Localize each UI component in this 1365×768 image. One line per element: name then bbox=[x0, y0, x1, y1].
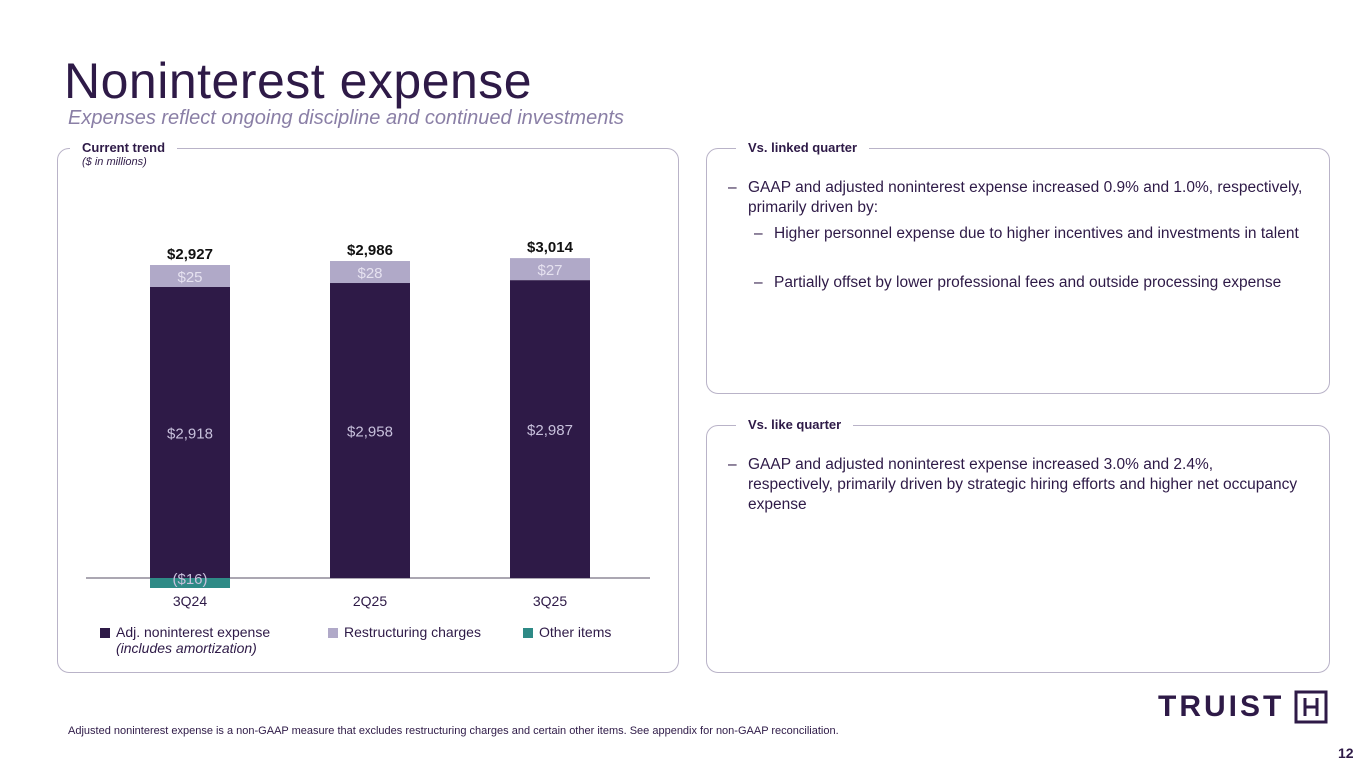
like-quarter-panel bbox=[706, 425, 1330, 673]
truist-logo: TRUIST bbox=[1158, 690, 1328, 724]
bar-adj-expense bbox=[330, 283, 410, 578]
bullet-text: Higher personnel expense due to higher i… bbox=[774, 225, 1299, 242]
stacked-bar-chart: $2,918 $25 ($16) $2,927 3Q24 $2,958 $28 $2,986 2… bbox=[86, 239, 650, 609]
truist-mark-icon bbox=[1294, 690, 1328, 724]
current-trend-title: Current trend bbox=[70, 140, 178, 155]
legend-label: Restructuring charges bbox=[344, 624, 481, 640]
bullet-dash: – bbox=[754, 225, 763, 242]
bullet-dash: – bbox=[728, 456, 737, 473]
bar-label-other: ($16) bbox=[172, 571, 207, 588]
x-tick-label: 2Q25 bbox=[353, 593, 387, 609]
bar-label-adj: $2,958 bbox=[347, 424, 393, 441]
legend-restructuring: Restructuring charges bbox=[328, 624, 481, 640]
legend-swatch bbox=[100, 628, 110, 638]
bar-restructuring bbox=[150, 265, 230, 287]
bullet-text: GAAP and adjusted noninterest expense in… bbox=[748, 179, 1303, 216]
bar-total-label: $3,014 bbox=[527, 239, 574, 256]
like-bullet: – GAAP and adjusted noninterest expense i… bbox=[728, 455, 1298, 515]
like-quarter-title: Vs. like quarter bbox=[736, 417, 854, 432]
footnote: Adjusted noninterest expense is a non-GA… bbox=[68, 725, 839, 737]
legend-other: Other items bbox=[523, 624, 611, 640]
bar-adj-expense bbox=[510, 280, 590, 578]
current-trend-panel bbox=[57, 148, 679, 673]
bar-adj-expense bbox=[150, 287, 230, 578]
x-tick-label: 3Q24 bbox=[173, 593, 207, 609]
linked-bullet: – GAAP and adjusted noninterest expense i… bbox=[728, 178, 1308, 218]
bar-label-adj: $2,918 bbox=[167, 426, 213, 443]
x-tick-label: 3Q25 bbox=[533, 593, 567, 609]
bullet-dash: – bbox=[728, 179, 737, 196]
bar-restructuring bbox=[510, 258, 590, 281]
logo-text: TRUIST bbox=[1158, 690, 1285, 723]
linked-sub-bullet: – Partially offset by lower professional … bbox=[754, 273, 1314, 293]
legend-swatch bbox=[328, 628, 338, 638]
legend-adj: Adj. noninterest expense (includes amorti… bbox=[100, 624, 270, 656]
bullet-dash: – bbox=[754, 274, 763, 291]
bar-label-restructuring: $25 bbox=[177, 269, 202, 286]
bar-restructuring bbox=[330, 261, 410, 284]
linked-sub-bullet: – Higher personnel expense due to higher … bbox=[754, 224, 1304, 244]
bar-other-items bbox=[150, 578, 230, 588]
linked-quarter-panel bbox=[706, 148, 1330, 394]
units-label: ($ in millions) bbox=[82, 156, 147, 168]
bar-label-restructuring: $28 bbox=[357, 265, 382, 282]
bar-total-label: $2,927 bbox=[167, 246, 213, 263]
bullet-text: Partially offset by lower professional f… bbox=[774, 274, 1282, 291]
legend-label: Adj. noninterest expense bbox=[116, 624, 271, 640]
page-title: Noninterest expense bbox=[64, 53, 533, 109]
linked-quarter-title: Vs. linked quarter bbox=[736, 140, 870, 155]
bar-label-restructuring: $27 bbox=[537, 262, 562, 279]
bullet-text: GAAP and adjusted noninterest expense in… bbox=[748, 456, 1298, 513]
bar-total-label: $2,986 bbox=[347, 242, 393, 259]
legend-label-note: (includes amortization) bbox=[116, 640, 257, 656]
page-number: 12 bbox=[1338, 745, 1354, 761]
legend-label: Other items bbox=[539, 624, 612, 640]
legend-swatch bbox=[523, 628, 533, 638]
bar-label-adj: $2,987 bbox=[527, 422, 573, 439]
page-subtitle: Expenses reflect ongoing discipline and … bbox=[68, 107, 624, 129]
